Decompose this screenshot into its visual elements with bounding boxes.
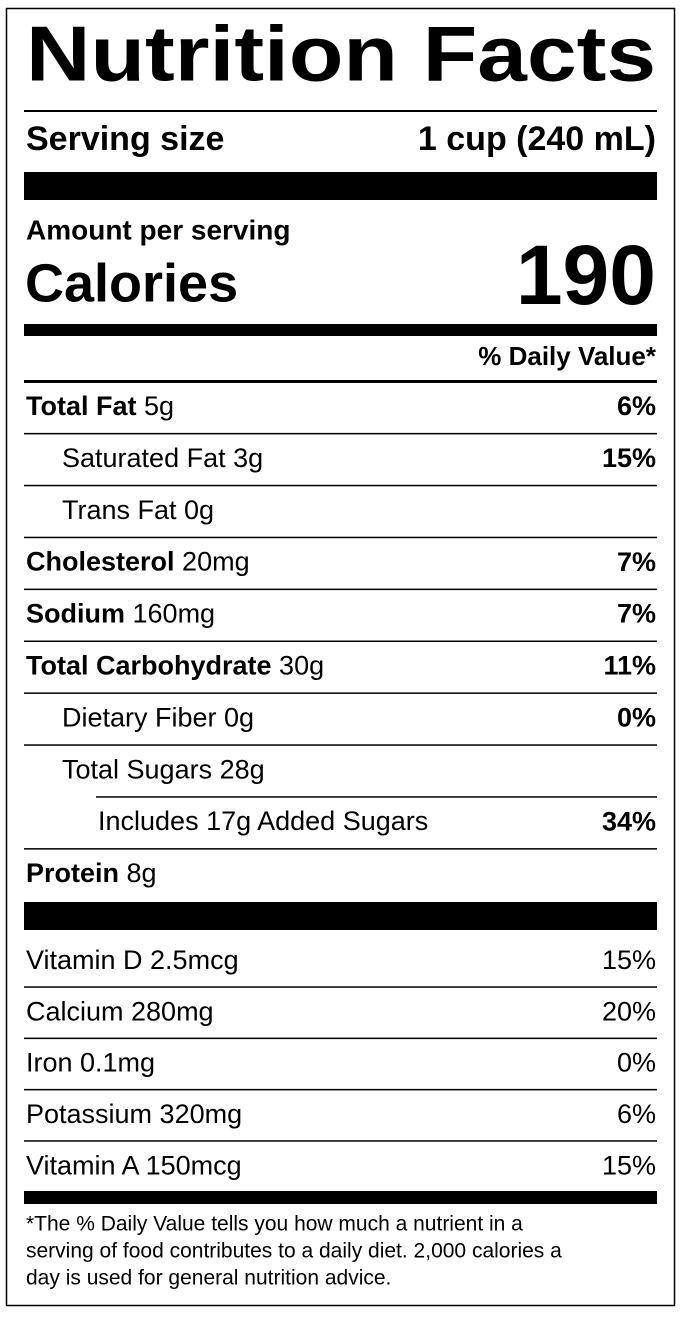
rule: [24, 588, 657, 591]
thick-bar: [24, 902, 657, 930]
nutrient-name: Sodium: [26, 599, 125, 629]
nutrient-row: Total Fat 5g: [26, 391, 174, 421]
thick-bar: [24, 1191, 657, 1204]
nutrient-row: Protein 8g: [26, 858, 157, 888]
calories-value: 190: [516, 228, 656, 322]
nutrient-name: Total Carbohydrate: [26, 651, 272, 681]
nutrient-amount: 160mg: [133, 599, 216, 629]
daily-value: 7%: [617, 599, 656, 629]
vitamin-daily-value: 20%: [602, 996, 656, 1026]
thick-bar: [24, 324, 657, 336]
nutrient-name: Protein: [26, 858, 119, 888]
rule: [24, 986, 657, 988]
rule: [24, 1088, 657, 1091]
nutrient-name: Total Fat: [26, 391, 137, 421]
nutrient-amount: 5g: [144, 391, 174, 421]
rule: [24, 848, 657, 850]
vitamin-daily-value: 0%: [617, 1048, 656, 1078]
daily-value: 7%: [617, 547, 656, 577]
nutrient-amount: 30g: [279, 651, 324, 681]
serving-label: Serving size: [26, 120, 224, 158]
footnote-line: serving of food contributes to a daily d…: [26, 1240, 562, 1263]
nutrient-text: Saturated Fat 3g: [62, 443, 263, 473]
rule: [24, 1037, 657, 1040]
nutrient-row: Cholesterol 20mg: [26, 547, 250, 577]
vitamin-text: Iron 0.1mg: [26, 1048, 155, 1078]
rule: [24, 744, 657, 746]
rule: [24, 1140, 657, 1142]
nutrient-row: Trans Fat 0g: [62, 495, 214, 525]
thick-bar: [24, 172, 657, 200]
nutrient-row: Includes 17g Added Sugars: [98, 806, 428, 836]
daily-value: 15%: [602, 443, 656, 473]
rule: [24, 536, 657, 539]
rule: [96, 796, 657, 798]
daily-value: 34%: [602, 806, 656, 836]
calories-label: Calories: [25, 253, 238, 313]
vitamin-text: Vitamin D 2.5mcg: [26, 945, 239, 975]
nutrient-text: Dietary Fiber 0g: [62, 703, 254, 733]
nutrient-text: Total Sugars 28g: [62, 754, 265, 784]
nutrient-row: Dietary Fiber 0g: [62, 703, 254, 733]
title: Nutrition Facts: [26, 10, 656, 98]
nutrient-amount: 20mg: [182, 547, 250, 577]
vitamin-daily-value: 6%: [617, 1099, 656, 1129]
nutrient-row: Total Carbohydrate 30g: [26, 651, 324, 681]
daily-value: 11%: [603, 651, 656, 681]
rule: [24, 640, 657, 642]
daily-value: 6%: [617, 391, 656, 421]
nutrient-text: Trans Fat 0g: [62, 495, 214, 525]
rule: [24, 484, 657, 487]
amount-per-serving: Amount per serving: [26, 214, 290, 245]
rule: [24, 380, 657, 383]
vitamin-daily-value: 15%: [602, 945, 656, 975]
vitamin-text: Calcium 280mg: [26, 996, 214, 1026]
vitamin-daily-value: 15%: [602, 1150, 656, 1180]
serving-value: 1 cup (240 mL): [418, 120, 656, 158]
footnote-line: *The % Daily Value tells you how much a …: [26, 1213, 523, 1236]
nutrient-amount: 8g: [127, 858, 157, 888]
rule: [24, 432, 657, 435]
daily-value-header: % Daily Value*: [478, 341, 657, 371]
nutrient-name: Cholesterol: [26, 547, 175, 577]
rule: [24, 692, 657, 694]
nutrient-row: Sodium 160mg: [26, 599, 215, 629]
vitamin-text: Vitamin A 150mcg: [26, 1150, 242, 1180]
daily-value: 0%: [617, 703, 656, 733]
nutrient-row: Total Sugars 28g: [62, 754, 265, 784]
nutrient-text: Includes 17g Added Sugars: [98, 806, 428, 836]
rule: [24, 110, 657, 112]
nutrient-row: Saturated Fat 3g: [62, 443, 263, 473]
footnote-line: day is used for general nutrition advice…: [26, 1267, 391, 1290]
vitamin-text: Potassium 320mg: [26, 1099, 242, 1129]
